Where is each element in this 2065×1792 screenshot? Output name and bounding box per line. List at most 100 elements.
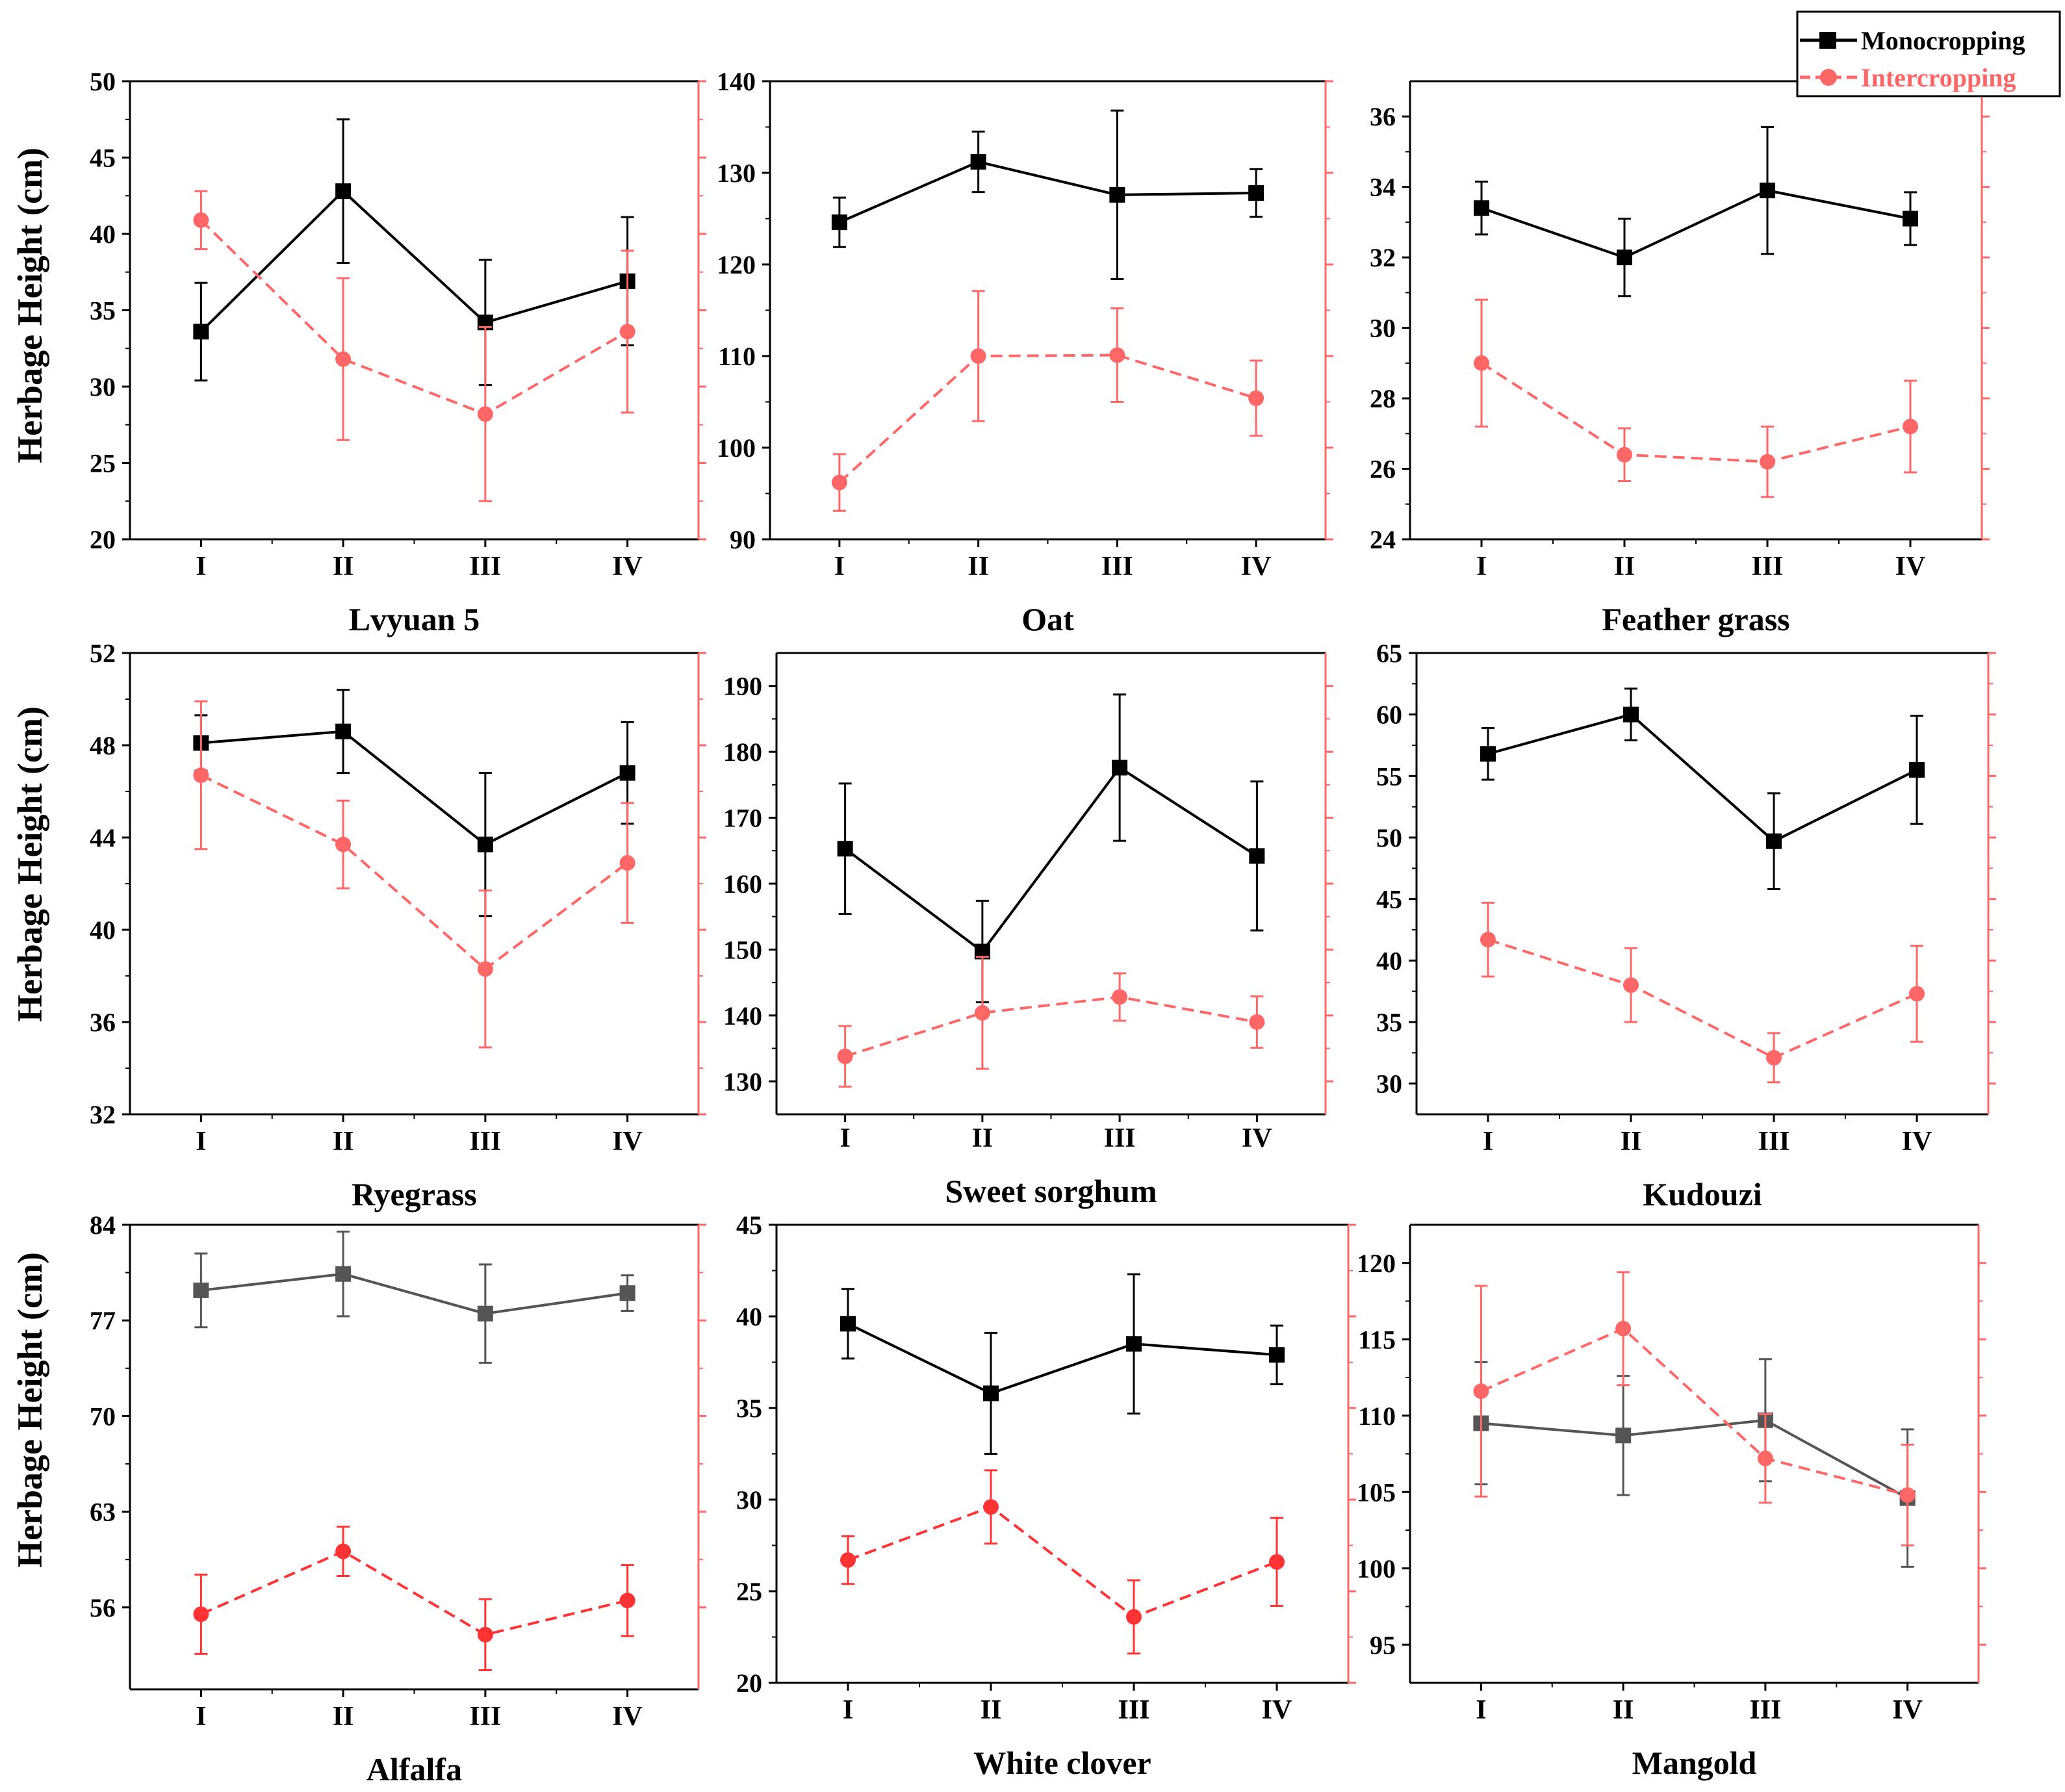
series-line-intercropping [200,1550,628,1637]
y-tick-label: 60 [1376,700,1402,730]
y-tick-label: 25 [90,449,116,478]
data-point-intercropping [983,1499,999,1515]
y-tick-label: 90 [730,525,756,554]
x-tick-label: I [843,1695,853,1725]
y-tick-label: 180 [723,737,762,767]
y-tick-label: 120 [1357,1249,1396,1278]
x-tick-label: III [1749,1695,1781,1725]
series-line-monocropping [1481,189,1911,259]
data-point-intercropping [837,1048,853,1064]
data-point-intercropping [1909,986,1925,1002]
x-tick-label: III [469,552,501,582]
x-tick-label: II [1613,1695,1634,1725]
x-tick-label: I [834,552,845,582]
y-tick-label: 35 [736,1394,762,1423]
y-tick-label: 55 [1376,762,1402,791]
y-tick-label: 130 [723,1067,762,1096]
y-tick-label: 35 [1376,1008,1402,1037]
y-tick-label: 77 [90,1306,116,1335]
x-tick-label: III [1758,1127,1789,1157]
data-point-monocropping [1760,183,1775,199]
y-tick-label: 115 [1358,1325,1396,1354]
x-tick-label: III [469,1702,501,1732]
data-point-intercropping [1903,418,1918,435]
x-tick-label: IV [1892,1695,1923,1725]
y-tick-label: 65 [1376,639,1402,668]
data-point-monocropping [1269,1347,1285,1363]
y-tick-label: 24 [1370,525,1396,554]
series-line-intercropping [1487,938,1918,1060]
x-tick-label: II [333,552,354,582]
x-tick-label: III [1751,552,1783,582]
data-point-intercropping [193,212,209,228]
data-point-monocropping [1248,185,1264,201]
data-point-intercropping [1474,355,1489,371]
x-tick-label: IV [612,1702,643,1732]
data-point-monocropping [1903,211,1918,227]
series-line-monocropping [1481,1418,1908,1500]
data-point-intercropping [831,474,847,491]
data-point-monocropping [1109,186,1125,203]
x-tick-label: I [1476,1695,1486,1725]
data-point-intercropping [1473,1383,1489,1400]
series-line-intercropping [845,995,1257,1058]
data-point-monocropping [1249,848,1265,864]
data-point-intercropping [1615,1320,1632,1337]
y-tick-label: 36 [1370,102,1396,131]
data-point-monocropping [970,154,986,170]
data-point-intercropping [1766,1049,1782,1066]
y-tick-label: 20 [736,1669,762,1698]
x-tick-label: IV [1902,1127,1932,1157]
y-tick-label: 35 [90,296,116,326]
data-point-monocropping [1623,706,1639,723]
panel-title: Alfalfa [366,1751,462,1787]
data-point-intercropping [335,351,352,367]
y-tick-label: 170 [723,804,762,833]
series-line-intercropping [200,774,628,971]
panel-title: Sweet sorghum [945,1173,1157,1209]
y-tick-label: 95 [1370,1630,1396,1659]
y-tick-label: 25 [736,1577,762,1606]
data-point-intercropping [1248,390,1264,406]
panel-title: Oat [1021,601,1074,637]
series-line-monocropping [201,730,628,847]
x-tick-label: I [840,1123,850,1153]
data-point-monocropping [619,765,635,781]
y-tick-label: 160 [723,869,762,899]
y-tick-label: 190 [723,672,762,701]
legend-inter-marker [1820,69,1837,86]
y-tick-label: 56 [90,1593,116,1622]
y-tick-label: 32 [1370,243,1396,272]
y-tick-label: 110 [1358,1402,1396,1431]
y-tick-label: 34 [1370,173,1396,202]
data-point-intercropping [1249,1014,1265,1030]
x-tick-label: III [1101,552,1133,582]
y-tick-label: 100 [717,433,756,463]
data-point-monocropping [1909,762,1925,778]
y-tick-label: 30 [1370,314,1396,343]
y-tick-label: 36 [90,1008,116,1037]
y-tick-label: 20 [90,525,116,554]
data-point-intercropping [193,1606,209,1622]
data-point-intercropping [1112,989,1128,1005]
data-point-monocropping [1112,760,1128,776]
y-tick-label: 40 [90,220,116,249]
data-point-intercropping [1623,977,1639,993]
data-point-monocropping [477,1305,493,1322]
data-point-intercropping [1760,454,1775,470]
data-point-monocropping [840,1316,856,1332]
y-tick-label: 40 [90,915,116,945]
y-tick-label: 40 [1376,946,1402,975]
y-tick-label: 48 [90,731,116,760]
data-point-intercropping [619,855,635,871]
legend: Monocropping Intercropping [1796,10,2061,97]
x-tick-label: II [333,1127,354,1157]
x-tick-label: I [196,1127,206,1157]
y-tick-label: 140 [723,1001,762,1030]
series-line-monocropping [844,765,1258,954]
y-tick-label: 45 [1376,885,1402,914]
